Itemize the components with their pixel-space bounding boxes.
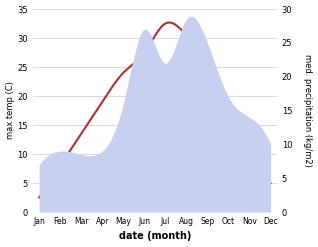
X-axis label: date (month): date (month): [119, 231, 191, 242]
Y-axis label: med. precipitation (kg/m2): med. precipitation (kg/m2): [303, 54, 313, 167]
Y-axis label: max temp (C): max temp (C): [5, 82, 15, 140]
